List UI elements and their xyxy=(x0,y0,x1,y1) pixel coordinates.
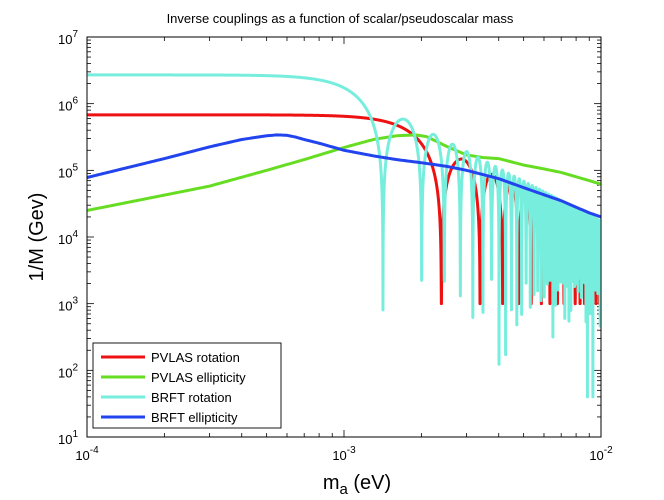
y-tick-label: 103 xyxy=(58,296,78,314)
x-axis-label-main: m xyxy=(323,472,340,494)
x-axis-label: ma (eV) xyxy=(323,472,391,498)
x-axis-label-unit: (eV) xyxy=(348,472,391,494)
chart-title: Inverse couplings as a function of scala… xyxy=(167,11,514,26)
x-axis-label-subscript: a xyxy=(339,481,348,498)
series-line-pvlas-ellipticity xyxy=(87,133,601,212)
y-tick-label: 107 xyxy=(58,29,78,47)
legend-label-pvlas-ellipticity: PVLAS ellipticity xyxy=(151,370,246,385)
series-layer xyxy=(87,73,601,399)
y-tick-label: 106 xyxy=(58,96,78,114)
legend: PVLAS rotation PVLAS ellipticity BRFT rota… xyxy=(92,342,282,429)
legend-label-brft-rotation: BRFT rotation xyxy=(151,390,232,405)
y-tick-label: 105 xyxy=(58,162,78,180)
x-tick-label: 10-2 xyxy=(589,445,613,463)
legend-label-brft-ellipticity: BRFT ellipticity xyxy=(151,410,238,425)
series-line-brft-ellipticity xyxy=(87,133,601,219)
x-tick-labels: 10-4 10-3 10-2 xyxy=(75,445,613,463)
legend-label-pvlas-rotation: PVLAS rotation xyxy=(151,350,240,365)
y-tick-labels: 101 102 103 104 105 106 107 xyxy=(58,29,78,447)
x-tick-label: 10-3 xyxy=(332,445,356,463)
axis-ticks xyxy=(86,37,601,438)
y-axis-label: 1/M (Gev) xyxy=(26,193,48,282)
y-tick-label: 104 xyxy=(58,229,78,247)
plot-frame xyxy=(86,36,602,438)
x-tick-label: 10-4 xyxy=(75,445,99,463)
y-tick-label: 101 xyxy=(58,429,78,447)
y-tick-label: 102 xyxy=(58,362,78,380)
